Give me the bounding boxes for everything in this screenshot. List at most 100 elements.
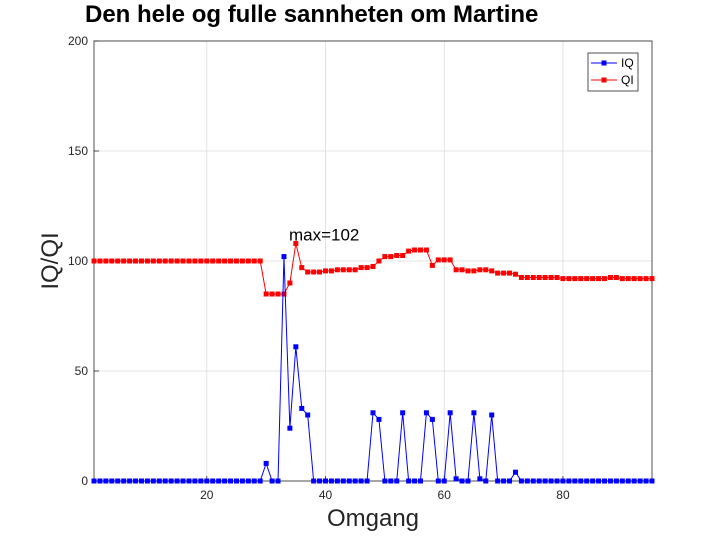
- data-point-iq: [560, 478, 566, 484]
- data-point-iq: [524, 478, 530, 484]
- data-point-iq: [554, 478, 560, 484]
- data-point-iq: [596, 478, 602, 484]
- data-point-iq: [91, 478, 97, 484]
- data-point-iq: [358, 478, 364, 484]
- y-tick-label: 100: [68, 254, 88, 268]
- data-point-qi: [162, 258, 168, 264]
- data-point-iq: [530, 478, 536, 484]
- data-point-iq: [584, 478, 590, 484]
- data-point-iq: [269, 478, 275, 484]
- data-point-qi: [489, 268, 495, 274]
- data-point-iq: [109, 478, 115, 484]
- data-point-qi: [133, 258, 139, 264]
- legend-marker-qi: [601, 77, 607, 83]
- data-point-qi: [222, 258, 228, 264]
- data-point-qi: [518, 275, 524, 280]
- data-point-iq: [340, 478, 346, 484]
- data-point-iq: [311, 478, 317, 484]
- data-point-iq: [162, 478, 168, 484]
- data-point-iq: [518, 478, 524, 484]
- data-point-iq: [233, 478, 239, 484]
- data-point-iq: [317, 478, 323, 484]
- data-point-qi: [631, 276, 637, 282]
- data-point-iq: [281, 254, 287, 260]
- data-point-qi: [507, 270, 513, 276]
- data-point-qi: [269, 291, 275, 297]
- data-point-qi: [530, 275, 536, 280]
- data-point-iq: [625, 478, 631, 484]
- data-point-iq: [477, 476, 483, 482]
- data-point-qi: [257, 258, 263, 264]
- data-point-iq: [127, 478, 133, 484]
- data-point-iq: [471, 410, 477, 416]
- data-point-qi: [192, 258, 198, 264]
- data-point-iq: [216, 478, 222, 484]
- data-point-iq: [121, 478, 127, 484]
- data-series: [91, 240, 655, 484]
- data-point-qi: [388, 254, 394, 260]
- data-point-iq: [501, 478, 507, 484]
- data-point-qi: [643, 276, 649, 282]
- series-qi: [91, 240, 655, 297]
- data-point-iq: [423, 410, 429, 416]
- data-point-iq: [447, 410, 453, 416]
- data-point-iq: [174, 478, 180, 484]
- data-point-qi: [637, 276, 643, 282]
- data-point-qi: [607, 275, 613, 280]
- data-point-qi: [584, 276, 590, 282]
- data-point-iq: [103, 478, 109, 484]
- y-tick-label: 150: [68, 144, 88, 158]
- data-point-qi: [560, 276, 566, 282]
- max-annotation: max=102: [289, 226, 359, 245]
- data-point-qi: [352, 267, 358, 273]
- data-point-iq: [429, 416, 435, 422]
- data-point-iq: [394, 478, 400, 484]
- data-point-qi: [210, 258, 216, 264]
- data-point-iq: [257, 478, 263, 484]
- data-point-qi: [429, 262, 435, 268]
- data-point-iq: [186, 478, 192, 484]
- data-point-qi: [346, 267, 352, 273]
- data-point-qi: [127, 258, 133, 264]
- data-point-qi: [174, 258, 180, 264]
- data-point-iq: [210, 478, 216, 484]
- data-point-iq: [643, 478, 649, 484]
- data-point-iq: [406, 478, 412, 484]
- legend-marker-iq: [601, 60, 607, 66]
- data-point-qi: [536, 275, 542, 280]
- data-point-qi: [423, 247, 429, 253]
- data-point-qi: [293, 240, 299, 246]
- data-point-iq: [305, 412, 311, 418]
- data-point-qi: [287, 280, 293, 286]
- data-point-iq: [245, 478, 251, 484]
- data-point-iq: [489, 412, 495, 418]
- data-point-iq: [512, 469, 518, 475]
- data-point-iq: [293, 344, 299, 350]
- legend-box: [587, 52, 639, 92]
- data-point-qi: [447, 257, 453, 263]
- data-point-qi: [406, 248, 412, 254]
- data-point-qi: [97, 258, 103, 264]
- y-tick-label: 0: [81, 474, 88, 488]
- axes: 20 40 60 80 0 50 100 150 200: [68, 34, 570, 502]
- data-point-qi: [417, 247, 423, 253]
- data-point-qi: [524, 275, 530, 280]
- data-point-qi: [299, 265, 305, 271]
- data-point-qi: [121, 258, 127, 264]
- legend-label-iq: IQ: [621, 56, 634, 70]
- data-point-iq: [435, 478, 441, 484]
- data-point-iq: [150, 478, 156, 484]
- data-point-qi: [613, 275, 619, 280]
- data-point-qi: [216, 258, 222, 264]
- x-tick-label: 60: [438, 488, 452, 502]
- data-point-qi: [590, 276, 596, 282]
- data-point-iq: [364, 478, 370, 484]
- data-point-qi: [144, 258, 150, 264]
- data-point-iq: [334, 478, 340, 484]
- data-point-iq: [412, 478, 418, 484]
- data-point-iq: [370, 410, 376, 416]
- data-point-qi: [251, 258, 257, 264]
- data-point-qi: [483, 267, 489, 273]
- data-point-iq: [441, 478, 447, 484]
- data-point-qi: [150, 258, 156, 264]
